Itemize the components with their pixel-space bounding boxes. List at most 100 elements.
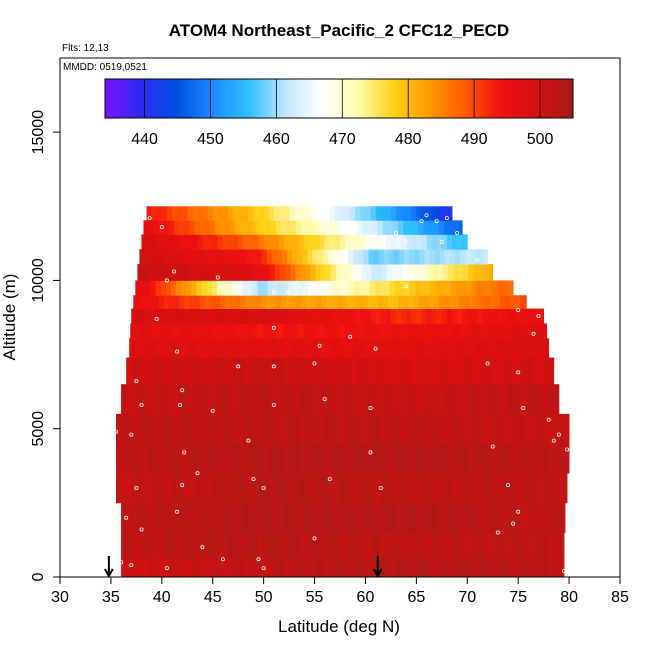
curtain-cell xyxy=(558,413,565,444)
curtain-cell xyxy=(518,502,524,533)
curtain-cell xyxy=(286,220,292,235)
curtain-cell xyxy=(365,234,371,250)
colorbar-segment xyxy=(190,79,196,118)
curtain-cell xyxy=(350,206,356,221)
curtain-cell xyxy=(253,557,259,578)
observation-point xyxy=(154,316,159,321)
curtain-cell xyxy=(172,473,178,504)
curtain-cell xyxy=(222,443,229,474)
curtain-cell xyxy=(430,280,437,296)
curtain-cell xyxy=(334,308,341,324)
colorbar-segment xyxy=(522,79,527,118)
curtain-cell xyxy=(228,557,234,578)
curtain-cell xyxy=(177,413,183,444)
curtain-cell xyxy=(345,532,351,559)
curtain-cell xyxy=(197,443,203,474)
colorbar-segment xyxy=(432,79,437,118)
curtain-cell xyxy=(386,264,393,281)
arrow-down-marker xyxy=(372,556,383,579)
curtain-cell xyxy=(199,220,205,235)
curtain-cell xyxy=(191,323,197,339)
curtain-cell xyxy=(177,384,183,415)
curtain-cell xyxy=(487,357,494,385)
curtain-cell xyxy=(287,338,293,358)
curtain-cell xyxy=(380,234,387,250)
curtain-cell xyxy=(299,443,305,474)
curtain-cell xyxy=(284,532,290,559)
curtain-cell xyxy=(263,384,270,415)
colorbar-segment xyxy=(264,79,270,118)
curtain-cell xyxy=(151,384,158,415)
curtain-cell xyxy=(228,384,234,415)
curtain-cell xyxy=(475,338,481,358)
curtain-cell xyxy=(390,308,397,324)
curtain-row xyxy=(121,502,566,533)
curtain-cell xyxy=(164,338,171,358)
curtain-cell xyxy=(370,532,377,559)
curtain-cell xyxy=(268,206,275,221)
curtain-cell xyxy=(238,234,244,250)
curtain-cell xyxy=(150,323,157,339)
curtain-cell xyxy=(194,220,200,235)
curtain-cell xyxy=(548,413,555,444)
curtain-cell xyxy=(340,502,346,533)
curtain-cell xyxy=(401,413,407,444)
curtain-cell xyxy=(502,443,509,474)
curtain-cell xyxy=(467,473,473,504)
curtain-cell xyxy=(345,413,351,444)
colorbar-segment xyxy=(561,79,566,118)
curtain-cell xyxy=(263,234,270,250)
curtain-cell xyxy=(248,532,254,559)
observation-point xyxy=(159,224,164,229)
curtain-cell xyxy=(161,234,168,250)
curtain-cell xyxy=(194,295,200,310)
curtain-cell xyxy=(426,234,433,250)
curtain-cell xyxy=(268,473,275,504)
curtain-cell xyxy=(314,532,321,559)
curtain-cell xyxy=(369,323,376,339)
curtain-cell xyxy=(477,443,483,474)
curtain-cell xyxy=(238,502,244,533)
curtain-cell xyxy=(439,249,446,265)
observation-point xyxy=(134,485,139,490)
curtain-cell xyxy=(304,308,310,324)
curtain-cell xyxy=(350,384,356,415)
curtain-cell xyxy=(421,413,427,444)
curtain-cell xyxy=(163,295,170,310)
curtain-cell xyxy=(256,338,262,358)
observation-point xyxy=(434,219,439,224)
curtain-cell xyxy=(406,443,412,474)
curtain-cell xyxy=(289,532,295,559)
curtain-cell xyxy=(329,532,336,559)
curtain-cell xyxy=(401,384,407,415)
curtain-cell xyxy=(204,220,211,235)
curtain-cell xyxy=(413,220,419,235)
curtain-cell xyxy=(323,280,330,296)
x-tick-label: 35 xyxy=(102,589,120,606)
colorbar-segment xyxy=(424,79,430,118)
curtain-cell xyxy=(202,234,209,250)
curtain-cell xyxy=(181,323,187,339)
curtain-cell xyxy=(224,220,231,235)
curtain-cell xyxy=(187,206,193,221)
curtain-cell xyxy=(338,280,345,296)
curtain-cell xyxy=(446,384,453,415)
curtain-cell xyxy=(533,443,539,474)
curtain-cell xyxy=(548,473,555,504)
observation-point xyxy=(419,219,424,224)
curtain-cell xyxy=(166,308,173,324)
curtain-cell xyxy=(141,473,147,504)
curtain-cell xyxy=(538,413,545,444)
curtain-cell xyxy=(523,443,529,474)
curtain-cell xyxy=(251,338,257,358)
curtain-cell xyxy=(352,295,358,310)
curtain-cell xyxy=(192,532,198,559)
curtain-cell xyxy=(329,443,336,474)
curtain-cell xyxy=(367,295,373,310)
curtain-cell xyxy=(480,249,486,265)
curtain-cell xyxy=(406,384,412,415)
curtain-cell xyxy=(371,264,378,281)
curtain-cell xyxy=(160,323,167,339)
curtain-cell xyxy=(233,473,239,504)
colorbar-segment xyxy=(175,79,180,118)
